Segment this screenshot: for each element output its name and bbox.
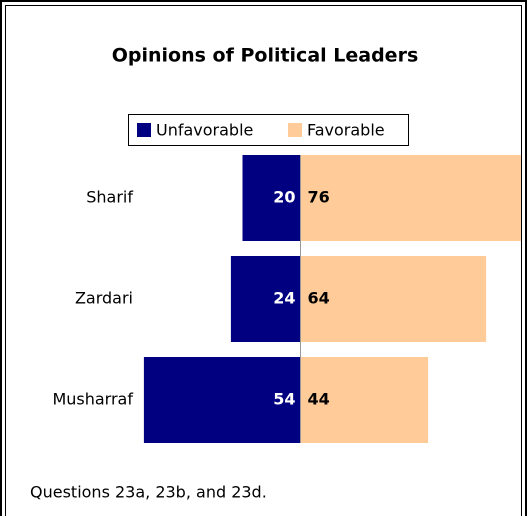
bar — [300, 256, 487, 342]
bar — [230, 256, 301, 342]
note: Questions 23a, 23b, and 23d. — [30, 483, 267, 502]
chart-title: Opinions of Political Leaders — [112, 45, 419, 67]
value-label: 24 — [273, 289, 295, 308]
legend-label: Unfavorable — [156, 121, 253, 140]
value-label: 20 — [273, 188, 295, 207]
legend-swatch — [137, 123, 151, 137]
bar — [242, 155, 301, 241]
category-label: Sharif — [86, 188, 133, 207]
legend-swatch — [288, 123, 302, 137]
value-label: 64 — [308, 289, 330, 308]
category-label: Zardari — [75, 289, 133, 308]
legend-label: Favorable — [307, 121, 385, 140]
legend-box — [128, 114, 409, 146]
value-label: 44 — [308, 390, 330, 409]
bar — [300, 155, 521, 241]
bar — [300, 357, 429, 443]
category-label: Musharraf — [52, 390, 133, 409]
inner-frame — [5, 5, 522, 516]
value-label: 54 — [273, 390, 295, 409]
bar — [143, 357, 301, 443]
value-label: 76 — [308, 188, 330, 207]
